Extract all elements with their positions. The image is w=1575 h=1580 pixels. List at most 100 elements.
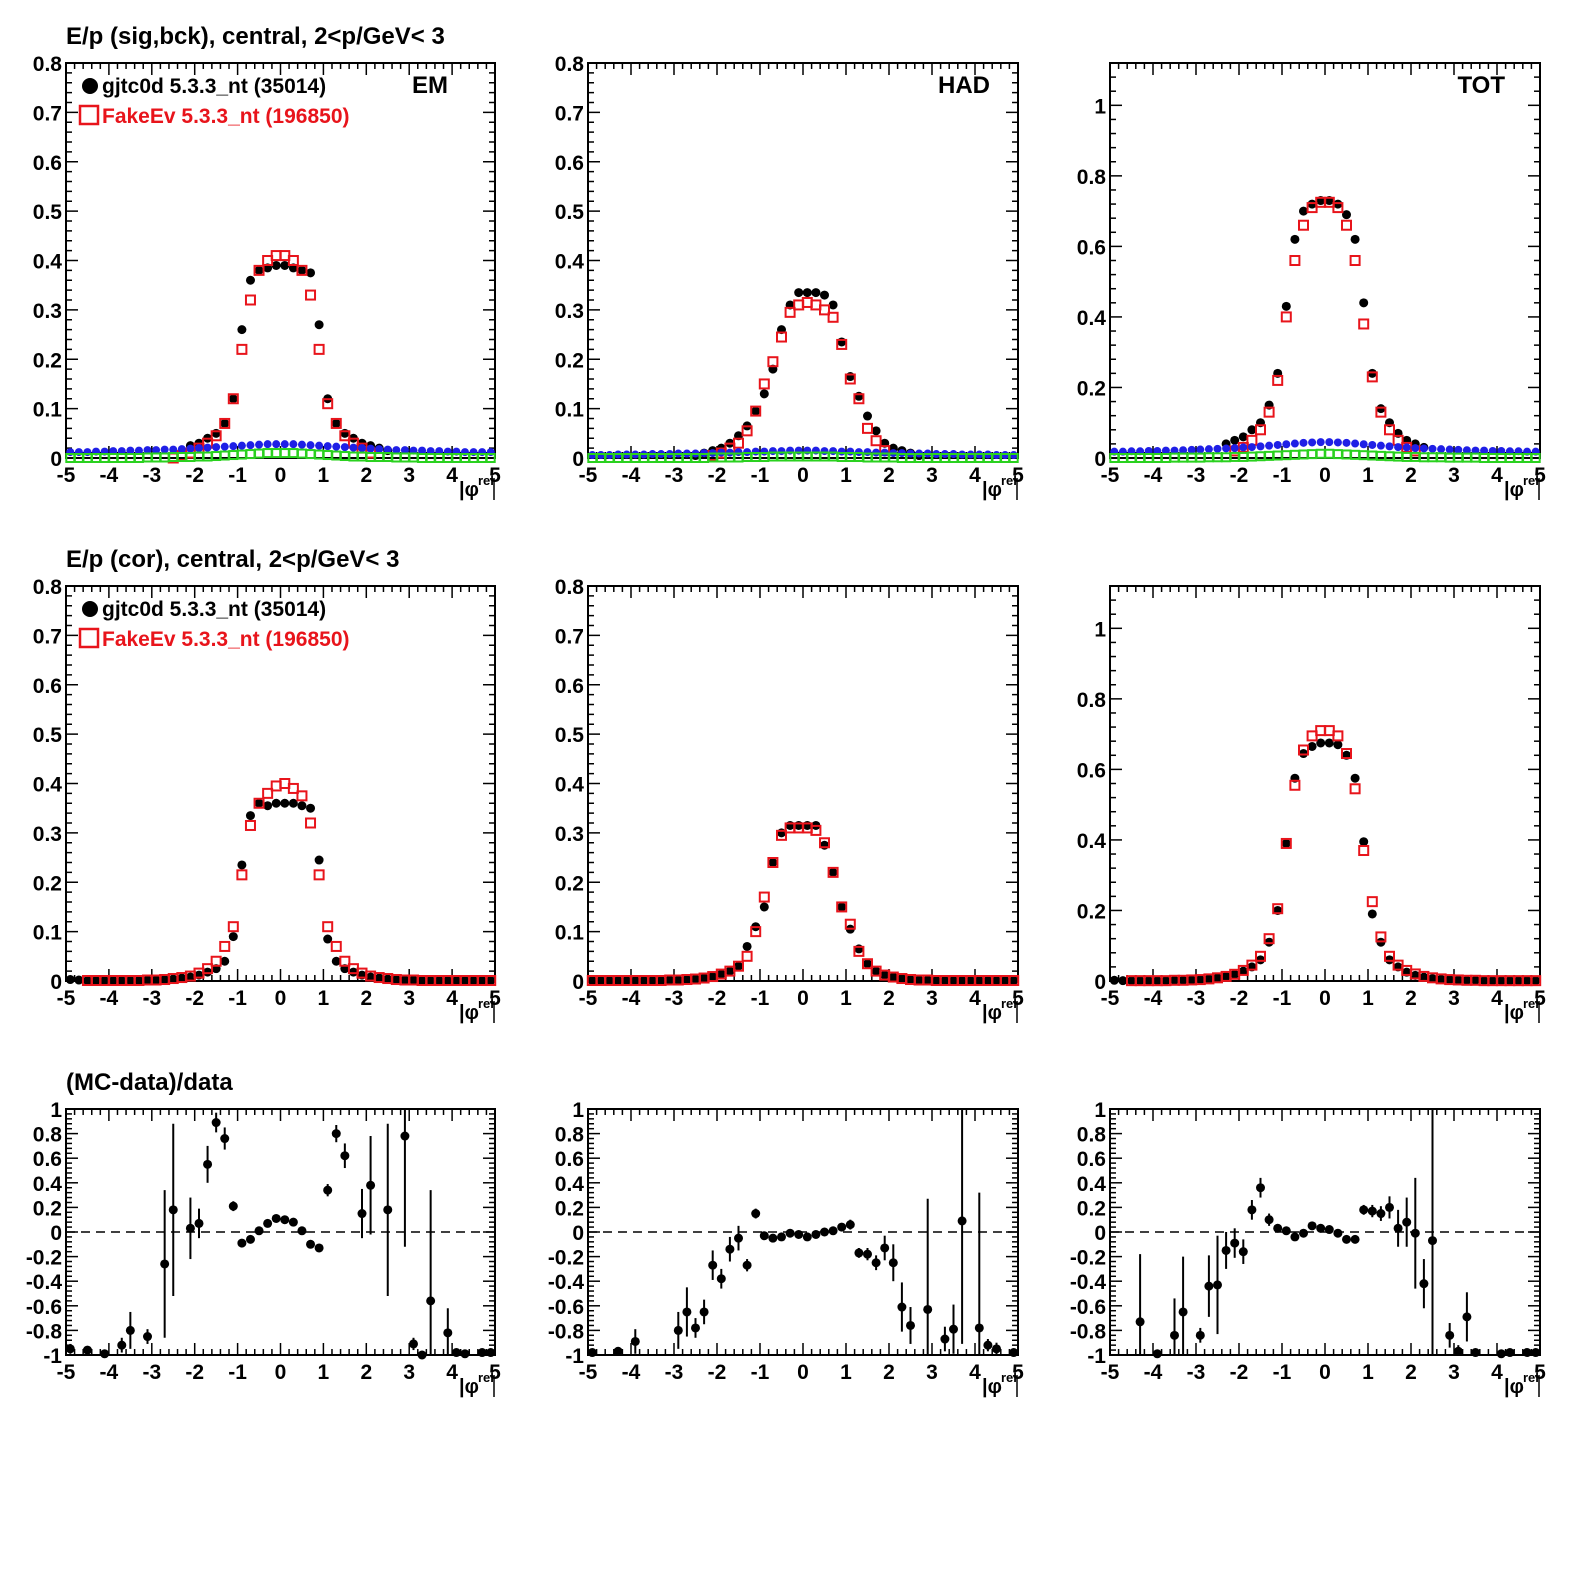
data-point xyxy=(1238,966,1248,976)
mc-point xyxy=(253,264,265,276)
ratio-point xyxy=(811,1229,821,1239)
series-bck-mc xyxy=(65,448,496,463)
ratio-point xyxy=(992,1344,1001,1354)
mc-point xyxy=(1008,975,1020,987)
y-tick-label: 0.3 xyxy=(555,300,584,323)
mc-point xyxy=(1358,318,1370,330)
y-tick-label: 0.6 xyxy=(555,1148,584,1171)
mc-point xyxy=(1358,845,1370,857)
data-point xyxy=(306,803,316,813)
data-point xyxy=(1342,210,1351,220)
bck-mc-point xyxy=(1315,448,1326,459)
y-tick-label: 0.1 xyxy=(33,922,63,945)
data-point xyxy=(1000,976,1010,986)
y-tick-label: 1 xyxy=(1094,1099,1106,1122)
data-point xyxy=(374,973,384,983)
ratio-point xyxy=(1350,1234,1360,1244)
x-axis-label: |φ xyxy=(459,1002,479,1024)
mc-point xyxy=(1255,950,1266,962)
y-tick-label: -0.8 xyxy=(26,1320,63,1343)
bck-mc-point xyxy=(1332,449,1343,460)
mc-point xyxy=(219,417,231,429)
ratio-point xyxy=(1385,1202,1394,1212)
x-tick-label: 5 xyxy=(1534,987,1546,1010)
data-point xyxy=(160,975,170,985)
ratio-point xyxy=(125,1325,135,1335)
data-point xyxy=(768,858,778,867)
ratio-point xyxy=(1324,1225,1334,1235)
ratio-point xyxy=(837,1222,847,1232)
bck-data-point xyxy=(1299,438,1308,447)
y-tick-label: 0 xyxy=(50,1222,62,1245)
legend-mc-label: FakeEv 5.3.3_nt (196850) xyxy=(102,628,350,651)
panel-em-cor: -5 -4 -3 -2 -1 0 1 2 3 4 5 |φ rel 0 0.1 0.2 0.3 0.4 0.5 0.6… xyxy=(33,576,501,1024)
x-tick-label: 4 xyxy=(446,1361,458,1384)
data-point xyxy=(366,972,376,982)
data-point xyxy=(630,976,640,986)
mc-point xyxy=(776,331,787,343)
x-tick-label: -2 xyxy=(708,987,727,1010)
data-point xyxy=(100,976,110,986)
x-tick-label: -4 xyxy=(1144,464,1163,487)
y-tick-label: -0.4 xyxy=(1070,1271,1107,1294)
x-tick-label: -5 xyxy=(57,987,76,1010)
data-point xyxy=(1230,435,1240,445)
mc-point xyxy=(776,829,787,841)
bck-data-point xyxy=(332,442,341,451)
bck-data-point xyxy=(1368,440,1377,449)
data-point xyxy=(263,801,273,811)
mc-point xyxy=(1366,896,1378,908)
data-point xyxy=(314,855,324,865)
ratio-point xyxy=(323,1185,333,1195)
data-point xyxy=(1350,234,1360,244)
y-tick-label: -1 xyxy=(43,1345,62,1368)
data-point xyxy=(1350,773,1360,783)
ratio-point xyxy=(1204,1281,1214,1291)
x-axis-label-sup: rel xyxy=(1523,473,1539,488)
mc-point xyxy=(1530,975,1542,987)
mc-point xyxy=(758,378,770,390)
data-point xyxy=(177,973,187,983)
x-tick-label: -1 xyxy=(751,987,770,1010)
x-tick-label: -4 xyxy=(100,1361,119,1384)
x-tick-label: 4 xyxy=(969,1361,981,1384)
data-point xyxy=(863,959,872,969)
data-point xyxy=(331,418,341,428)
data-point xyxy=(1514,976,1523,986)
bck-data-point xyxy=(1411,444,1420,453)
y-tick-label: 0.6 xyxy=(555,152,584,175)
bck-data-point xyxy=(734,448,743,457)
bck-data-point xyxy=(1247,443,1256,452)
series-dot xyxy=(587,820,1019,986)
y-tick-label: 0.8 xyxy=(555,1124,585,1147)
bck-mc-point xyxy=(1530,453,1541,463)
mc-point xyxy=(1280,311,1292,323)
mc-point xyxy=(750,405,762,417)
mc-point xyxy=(330,417,342,429)
data-point xyxy=(1471,975,1480,985)
y-tick-label: 0.2 xyxy=(555,872,584,895)
bck-mc-point xyxy=(288,448,299,459)
bck-data-point xyxy=(596,451,605,460)
x-tick-label: 0 xyxy=(275,1361,287,1384)
data-point xyxy=(314,320,324,330)
ratio-point xyxy=(477,1348,487,1358)
data-point xyxy=(1522,976,1532,986)
ratio-point xyxy=(280,1215,290,1225)
bck-data-point xyxy=(418,446,427,455)
mc-point xyxy=(836,338,848,350)
mc-point xyxy=(202,963,214,975)
x-tick-label: 4 xyxy=(969,464,981,487)
y-tick-label: -0.4 xyxy=(26,1271,63,1294)
ratio-point xyxy=(1393,1223,1403,1233)
mc-point xyxy=(287,255,299,266)
data-point xyxy=(888,972,898,982)
y-tick-label: 0.3 xyxy=(33,300,62,323)
x-tick-label: -1 xyxy=(228,464,247,487)
mc-point xyxy=(1246,959,1258,971)
y-tick-label: -0.8 xyxy=(1070,1320,1107,1343)
mc-point xyxy=(322,398,334,410)
data-point xyxy=(820,290,829,300)
legend-data-label: gjtc0d 5.3.3_nt (35014) xyxy=(102,598,326,621)
